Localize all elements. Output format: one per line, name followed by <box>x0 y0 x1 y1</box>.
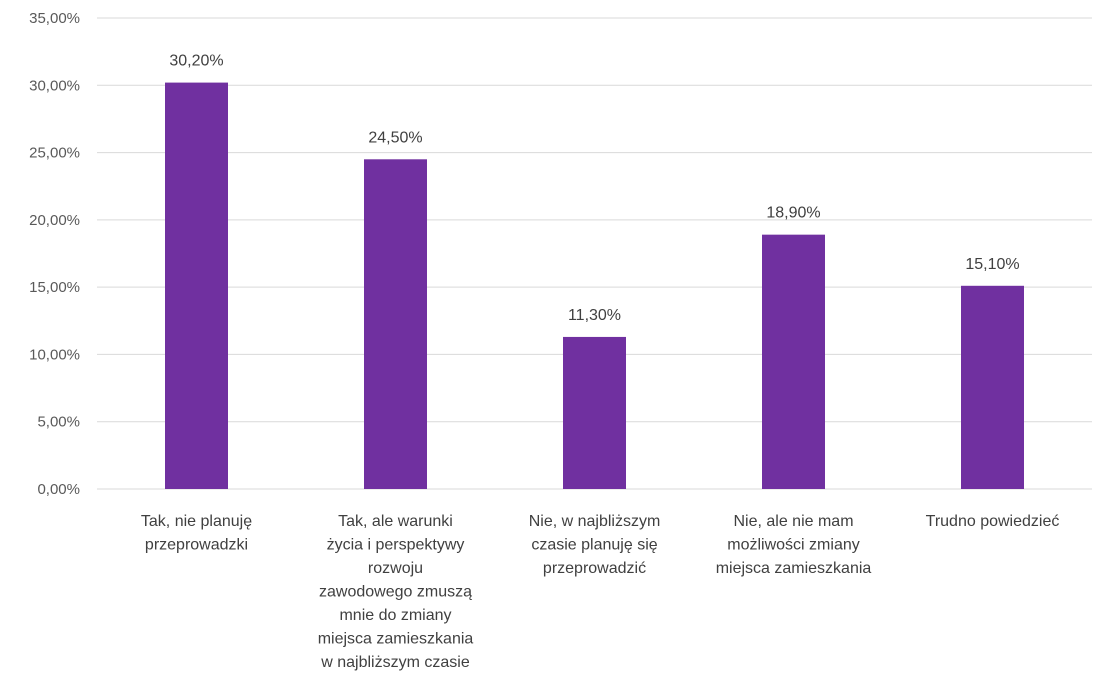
data-label: 18,90% <box>766 205 820 222</box>
category-label-line: mnie do zmiany <box>339 607 451 624</box>
category-label: Tak, ale warunki życia i perspektywy rozwo… <box>318 513 474 671</box>
data-labels: 30,20% 24,50% 11,30% 18,90% 15,10% <box>169 53 1019 324</box>
bar <box>961 285 1024 489</box>
bar <box>165 82 228 489</box>
data-label: 11,30% <box>568 307 621 324</box>
category-label-line: Nie, w najbliższym <box>529 513 661 530</box>
category-label-line: możliwości zmiany <box>727 537 859 554</box>
y-tick-label: 5,00% <box>37 414 80 431</box>
category-label-line: rozwoju <box>368 560 423 577</box>
category-label-line: w najbliższym czasie <box>320 654 470 671</box>
category-label: Nie, ale nie mam możliwości zmiany miejsca… <box>716 513 872 577</box>
category-label-line: przeprowadzić <box>543 560 646 577</box>
y-axis-ticks: 0,00% 5,00% 10,00% 15,00% 20,00% 25,00% 30,00%… <box>29 10 80 498</box>
y-tick-label: 20,00% <box>29 212 80 229</box>
y-tick-label: 30,00% <box>29 77 80 94</box>
category-label-line: Trudno powiedzieć <box>926 513 1060 530</box>
y-tick-label: 25,00% <box>29 145 80 162</box>
y-tick-label: 15,00% <box>29 279 80 296</box>
bar <box>563 336 626 489</box>
category-label-line: Tak, ale warunki <box>338 513 453 530</box>
category-label-line: miejsca zamieszkania <box>716 560 872 577</box>
y-tick-label: 0,00% <box>37 481 80 498</box>
data-label: 15,10% <box>965 256 1019 273</box>
category-label-line: przeprowadzki <box>145 537 248 554</box>
category-label-line: czasie planuję się <box>531 537 657 554</box>
y-tick-label: 10,00% <box>29 346 80 363</box>
bar <box>364 159 427 490</box>
data-label: 24,50% <box>368 129 422 146</box>
category-label: Nie, w najbliższym czasie planuję się prze… <box>529 513 661 577</box>
y-tick-label: 35,00% <box>29 10 80 27</box>
x-axis-labels: Tak, nie planuję przeprowadzki Tak, ale wa… <box>141 513 1059 671</box>
category-label-line: życia i perspektywy <box>327 537 465 554</box>
category-label: Tak, nie planuję przeprowadzki <box>141 513 252 554</box>
bars <box>165 82 1024 490</box>
bar <box>762 234 825 489</box>
data-label: 30,20% <box>169 53 223 70</box>
category-label-line: Nie, ale nie mam <box>733 513 853 530</box>
category-label-line: Tak, nie planuję <box>141 513 252 530</box>
category-label-line: zawodowego zmuszą <box>319 584 472 601</box>
category-label: Trudno powiedzieć <box>926 513 1060 530</box>
category-label-line: miejsca zamieszkania <box>318 631 474 648</box>
